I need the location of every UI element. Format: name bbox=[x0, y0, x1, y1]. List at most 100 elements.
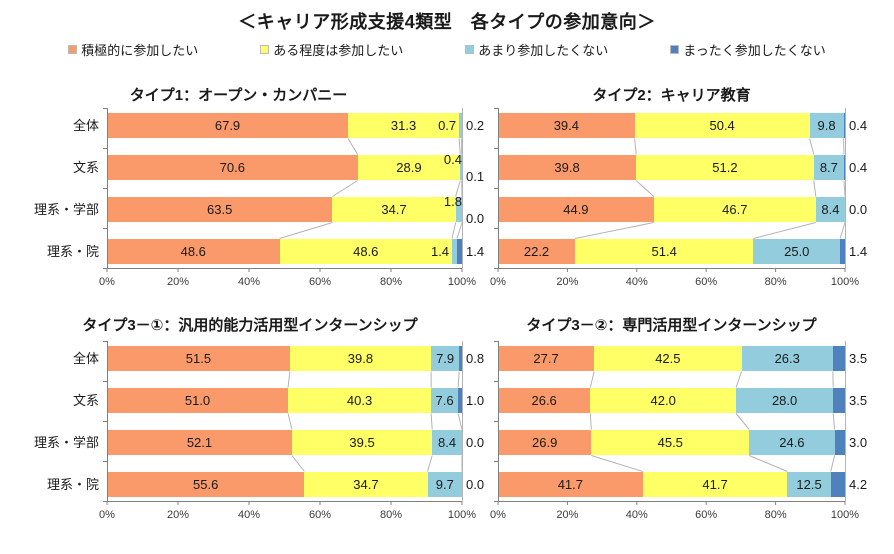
plot-area: 67.9 31.3 0.7 0.2 70.6 28.9 0.4 0.1 63.5 34.7 1.8 0… bbox=[103, 108, 484, 272]
data-label: 4.2 bbox=[849, 477, 868, 492]
legend-label: 積極的に参加したい bbox=[81, 43, 199, 58]
axes-and-series-lines bbox=[494, 341, 846, 505]
x-tick-label: 80% bbox=[379, 276, 403, 288]
bar-segment-series4 bbox=[457, 239, 462, 264]
x-axis: 0% 20% 40% 60% 80% 100% bbox=[490, 509, 859, 527]
bar-segment-series2: 42.5 bbox=[594, 346, 742, 371]
legend-item-positive: 積極的に参加したい bbox=[68, 40, 198, 59]
x-tick-label: 80% bbox=[764, 509, 787, 521]
bar-segment-series3: 9.8 bbox=[809, 113, 844, 138]
x-tick-label: 100% bbox=[830, 276, 860, 288]
bar-segment-series4 bbox=[833, 388, 846, 413]
bar-segment-series2: 48.6 bbox=[279, 239, 453, 264]
data-label: 0.4 bbox=[443, 152, 462, 167]
chart-title: タイプ3－①：汎用的能力活用型インターンシップ bbox=[82, 317, 418, 334]
legend-swatch-orange-icon bbox=[68, 45, 78, 54]
bar-row: 41.7 41.7 12.5 4.2 bbox=[498, 472, 867, 497]
bar-segment-series2: 50.4 bbox=[634, 113, 810, 138]
bar-segment-series4 bbox=[843, 113, 845, 138]
x-tick-label: 0% bbox=[99, 276, 115, 288]
x-tick-label: 40% bbox=[237, 276, 261, 288]
category-axis: 全体 文系 理系・学部 理系・院 bbox=[15, 108, 107, 268]
category-label: 文系 bbox=[72, 393, 99, 408]
x-tick-label: 80% bbox=[764, 276, 787, 288]
bar-segment-series3 bbox=[455, 197, 462, 222]
x-tick-label: 40% bbox=[625, 509, 648, 521]
bar-row: 63.5 34.7 1.8 0.0 bbox=[107, 194, 484, 226]
chart-type1-open-company: タイプ1：オープン・カンパニー 全体 文系 理系・学部 理系・院 67.9 31.3 0.… bbox=[15, 84, 507, 302]
bar-row: 67.9 31.3 0.7 0.2 bbox=[107, 113, 484, 138]
data-label: 0.0 bbox=[466, 477, 485, 492]
category-label: 文系 bbox=[72, 160, 99, 175]
bar-segment-series1: 26.6 bbox=[498, 388, 591, 413]
bar-segment-series4 bbox=[832, 346, 845, 371]
legend-swatch-darkblue-icon bbox=[670, 45, 680, 54]
bar-row: 55.6 34.7 9.7 0.0 bbox=[107, 472, 484, 497]
bar-segment-series1: 48.6 bbox=[107, 239, 280, 264]
bar-segment-series1: 26.9 bbox=[498, 430, 592, 455]
data-label: 0.4 bbox=[849, 160, 868, 175]
bar-row: 39.8 51.2 8.7 0.4 bbox=[498, 155, 867, 180]
data-label: 3.5 bbox=[849, 351, 868, 366]
bar-segment-series3 bbox=[459, 113, 462, 138]
x-tick-label: 40% bbox=[625, 276, 648, 288]
x-tick-label: 0% bbox=[490, 276, 506, 288]
bar-segment-series1: 41.7 bbox=[498, 472, 643, 497]
data-label: 1.0 bbox=[466, 393, 485, 408]
category-label: 理系・院 bbox=[46, 477, 99, 492]
bar-segment-series2: 42.0 bbox=[590, 388, 737, 413]
chart-type3-2-specialized-internship: タイプ3－②：専門活用型インターンシップ 27.7 42.5 26.3 3.5 26.6… bbox=[490, 314, 892, 532]
x-axis: 0% 20% 40% 60% 80% 100% bbox=[99, 276, 476, 294]
bar-row: 26.9 45.5 24.6 3.0 bbox=[498, 430, 867, 455]
plot-area: 39.4 50.4 9.8 0.4 39.8 51.2 8.7 0.4 44.9 46.7 8.4 0… bbox=[494, 108, 867, 272]
bar-segment-series2: 46.7 bbox=[653, 197, 816, 222]
plot-area: 27.7 42.5 26.3 3.5 26.6 42.0 28.0 3.5 26.9 45.5 24… bbox=[494, 341, 867, 505]
x-tick-label: 60% bbox=[695, 509, 718, 521]
bar-segment-series3 bbox=[452, 239, 458, 264]
bar-segment-series3: 28.0 bbox=[736, 388, 834, 413]
x-tick-label: 60% bbox=[308, 509, 332, 521]
category-label: 全体 bbox=[72, 118, 99, 133]
legend-label: あまり参加したくない bbox=[478, 43, 609, 58]
bar-segment-series3: 9.7 bbox=[427, 472, 462, 497]
bar-segment-series2: 40.3 bbox=[288, 388, 432, 413]
bar-segment-series4 bbox=[840, 239, 845, 264]
bar-segment-series3: 7.9 bbox=[431, 346, 460, 371]
plot-area: 51.5 39.8 7.9 0.8 51.0 40.3 7.6 1.0 52.1 39.5 8.4 0… bbox=[103, 341, 484, 505]
bar-segment-series3: 8.4 bbox=[432, 430, 462, 455]
data-label: 1.4 bbox=[849, 244, 868, 259]
data-label: 0.0 bbox=[466, 211, 485, 226]
x-tick-label: 100% bbox=[830, 509, 860, 521]
bar-segment-series3: 24.6 bbox=[749, 430, 835, 455]
bar-segment-series2: 34.7 bbox=[332, 197, 456, 222]
data-label: 3.5 bbox=[849, 393, 868, 408]
category-label: 理系・学部 bbox=[33, 435, 99, 450]
x-axis: 0% 20% 40% 60% 80% 100% bbox=[490, 276, 859, 294]
data-label: 0.0 bbox=[849, 202, 868, 217]
bar-segment-series1: 39.8 bbox=[498, 155, 637, 180]
bar-segment-series1: 70.6 bbox=[107, 155, 358, 180]
bar-segment-series1: 52.1 bbox=[107, 430, 292, 455]
x-tick-label: 20% bbox=[166, 276, 190, 288]
data-label: 0.8 bbox=[466, 351, 485, 366]
legend-swatch-lightblue-icon bbox=[465, 45, 475, 54]
bar-segment-series3 bbox=[460, 155, 462, 180]
bar-segment-series2: 39.8 bbox=[289, 346, 432, 371]
axes-and-series-lines bbox=[103, 108, 463, 272]
bar-segment-series2: 45.5 bbox=[591, 430, 750, 455]
bar-segment-series4 bbox=[459, 346, 462, 371]
bar-row: 51.5 39.8 7.9 0.8 bbox=[107, 346, 484, 371]
bar-segment-series3: 7.6 bbox=[431, 388, 459, 413]
bar-segment-series4 bbox=[461, 113, 463, 138]
chart-title: タイプ2：キャリア教育 bbox=[592, 87, 751, 104]
bar-row: 26.6 42.0 28.0 3.5 bbox=[498, 388, 867, 413]
x-tick-label: 60% bbox=[308, 276, 332, 288]
bar-row: 51.0 40.3 7.6 1.0 bbox=[107, 388, 484, 413]
bar-segment-series2: 28.9 bbox=[357, 155, 461, 180]
bar-segment-series1: 51.5 bbox=[107, 346, 290, 371]
x-tick-label: 100% bbox=[447, 276, 477, 288]
x-tick-label: 0% bbox=[99, 509, 115, 521]
bar-row: 39.4 50.4 9.8 0.4 bbox=[498, 113, 867, 138]
x-tick-label: 20% bbox=[166, 509, 190, 521]
legend-label: まったく参加したくない bbox=[683, 43, 826, 58]
